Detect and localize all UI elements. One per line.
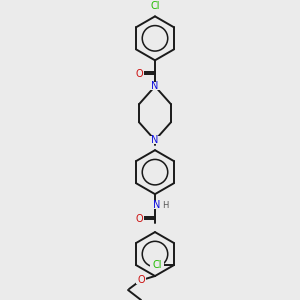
Text: Cl: Cl xyxy=(150,2,160,11)
Text: N: N xyxy=(151,81,159,91)
Text: N: N xyxy=(151,135,159,145)
Text: Cl: Cl xyxy=(152,260,162,270)
Text: O: O xyxy=(137,275,145,285)
Text: O: O xyxy=(135,214,143,224)
Bar xyxy=(151,201,167,209)
Bar xyxy=(134,70,144,78)
Text: O: O xyxy=(135,69,143,79)
Bar xyxy=(134,215,144,223)
Bar xyxy=(150,136,160,144)
Text: H: H xyxy=(162,201,168,210)
Bar xyxy=(148,2,162,11)
Text: N: N xyxy=(153,200,161,210)
Bar xyxy=(150,261,164,269)
Bar xyxy=(150,82,160,90)
Bar xyxy=(136,276,146,284)
